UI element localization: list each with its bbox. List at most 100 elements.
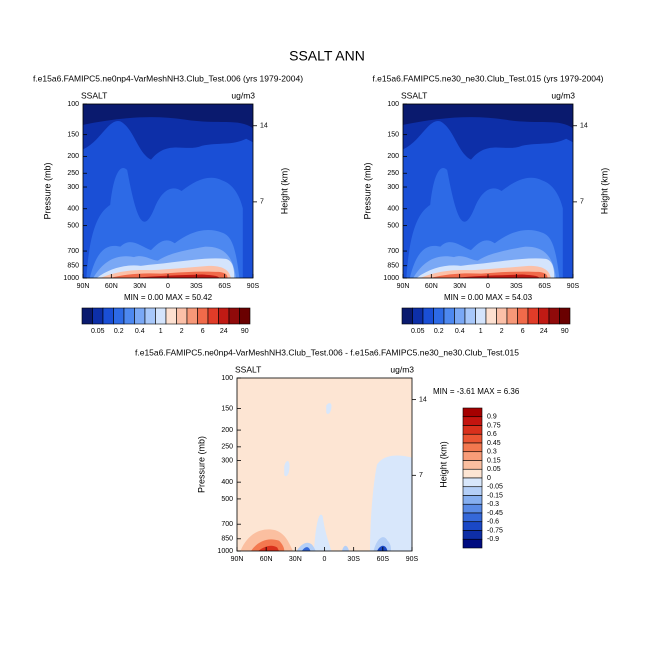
y-tick-label: 850 — [67, 263, 79, 270]
colorbar-box — [207, 307, 219, 325]
colorbar-box — [462, 503, 483, 514]
y-tick-label: 200 — [221, 427, 233, 434]
variable-label: SSALT — [235, 364, 261, 374]
figure-title: SSALT ANN — [289, 48, 365, 64]
stats-label: MIN = 0.00 MAX = 50.42 — [124, 293, 213, 302]
panel: 100 150 200 250 300 400 500 700 850 1000 14 7 90N 60N… — [63, 101, 267, 290]
colorbar-label: -0.6 — [487, 519, 499, 526]
colorbar-label: 0.05 — [487, 466, 501, 473]
colorbar-label: 0.15 — [487, 457, 501, 464]
x-tick-label: 60N — [425, 283, 438, 290]
colorbar-box — [462, 486, 483, 496]
contour-fill — [314, 514, 332, 551]
colorbar-box — [412, 307, 424, 325]
contour-fill — [296, 542, 316, 551]
colorbar-box — [134, 307, 146, 325]
y2-tick-label: 7 — [580, 199, 584, 206]
colorbar-label: 0.05 — [91, 328, 105, 335]
colorbar-box — [462, 460, 483, 470]
colorbar-box — [506, 307, 518, 325]
colorbar-label: 24 — [220, 328, 228, 335]
y-tick-label: 100 — [387, 101, 399, 108]
x-tick-label: 60S — [538, 283, 551, 290]
y2-axis-label: Height (km) — [279, 168, 289, 215]
y-tick-label: 200 — [387, 153, 399, 160]
colorbar-box — [462, 451, 483, 461]
y-axis-label: Pressure (mb) — [42, 162, 52, 219]
colorbar-label: 2 — [180, 328, 184, 335]
contour-fill — [370, 455, 412, 551]
x-tick-label: 60N — [260, 556, 273, 563]
colorbar-box — [123, 307, 135, 325]
y-tick-label: 400 — [221, 479, 233, 486]
y-tick-label: 700 — [221, 521, 233, 528]
colorbar-box — [422, 307, 434, 325]
stats-label: MIN = 0.00 MAX = 54.03 — [444, 293, 533, 302]
colorbar-label: 0 — [487, 475, 491, 482]
colorbar-box — [165, 307, 177, 325]
y-tick-label: 300 — [221, 457, 233, 464]
colorbar-label: 0.9 — [487, 414, 497, 421]
colorbar-label: 6 — [201, 328, 205, 335]
colorbar-label: 0.4 — [135, 328, 145, 335]
colorbar-label: 1 — [159, 328, 163, 335]
x-tick-label: 90S — [406, 556, 419, 563]
colorbar-box — [197, 307, 209, 325]
x-tick-label: 0 — [323, 556, 327, 563]
y-tick-label: 850 — [387, 263, 399, 270]
colorbar-box — [559, 307, 571, 325]
contour-fill — [342, 545, 349, 551]
y-tick-label: 1000 — [383, 275, 399, 282]
y-tick-label: 500 — [387, 222, 399, 229]
x-tick-label: 30N — [453, 283, 466, 290]
colorbar-label: 24 — [540, 328, 548, 335]
stats-label: MIN = -3.61 MAX = 6.36 — [433, 387, 520, 396]
contour-fill — [373, 537, 391, 551]
colorbar-box — [475, 307, 487, 325]
colorbar-box — [462, 416, 483, 426]
colorbar-label: 1 — [479, 328, 483, 335]
colorbar-box — [548, 307, 560, 325]
colorbar-box — [81, 307, 93, 325]
y2-tick-label: 14 — [260, 123, 268, 130]
x-tick-label: 90N — [77, 283, 90, 290]
y-tick-label: 150 — [67, 131, 79, 138]
colorbar-label: 0.4 — [455, 328, 465, 335]
colorbar-label: -0.05 — [487, 484, 503, 491]
panel: 100 150 200 250 300 400 500 700 850 1000 14 7 90N 60N… — [217, 375, 426, 563]
colorbar-box — [113, 307, 125, 325]
colorbar-label: -0.3 — [487, 501, 499, 508]
x-tick-label: 30N — [289, 556, 302, 563]
contour-field — [237, 378, 412, 551]
y-tick-label: 850 — [221, 536, 233, 543]
y-tick-label: 400 — [67, 206, 79, 213]
x-tick-label: 30S — [190, 283, 203, 290]
y-tick-label: 200 — [67, 153, 79, 160]
y2-tick-label: 7 — [419, 472, 423, 479]
colorbar-label: 6 — [521, 328, 525, 335]
x-tick-label: 0 — [486, 283, 490, 290]
x-tick-label: 30N — [133, 283, 146, 290]
contour-fill — [284, 461, 290, 477]
subtitle: f.e15a6.FAMIPC5.ne0np4-VarMeshNH3.Club_T… — [33, 73, 303, 83]
colorbar-label: 90 — [561, 328, 569, 335]
colorbar-box — [239, 307, 251, 325]
colorbar-box — [517, 307, 529, 325]
colorbar-box — [496, 307, 508, 325]
y2-tick-label: 14 — [580, 123, 588, 130]
colorbar-label: 0.2 — [114, 328, 124, 335]
colorbar-box — [538, 307, 550, 325]
units-label: ug/m3 — [390, 364, 414, 374]
x-tick-label: 60S — [218, 283, 231, 290]
colorbar-box — [92, 307, 104, 325]
subtitle: f.e15a6.FAMIPC5.ne0np4-VarMeshNH3.Club_T… — [135, 347, 519, 357]
colorbar-label: 0.3 — [487, 449, 497, 456]
colorbar-box — [462, 521, 483, 531]
contour-field — [83, 104, 253, 278]
colorbar-box — [228, 307, 240, 325]
colorbar-label: 0.2 — [434, 328, 444, 335]
y-tick-label: 250 — [387, 170, 399, 177]
colorbar-box — [527, 307, 539, 325]
y-tick-label: 1000 — [63, 275, 79, 282]
